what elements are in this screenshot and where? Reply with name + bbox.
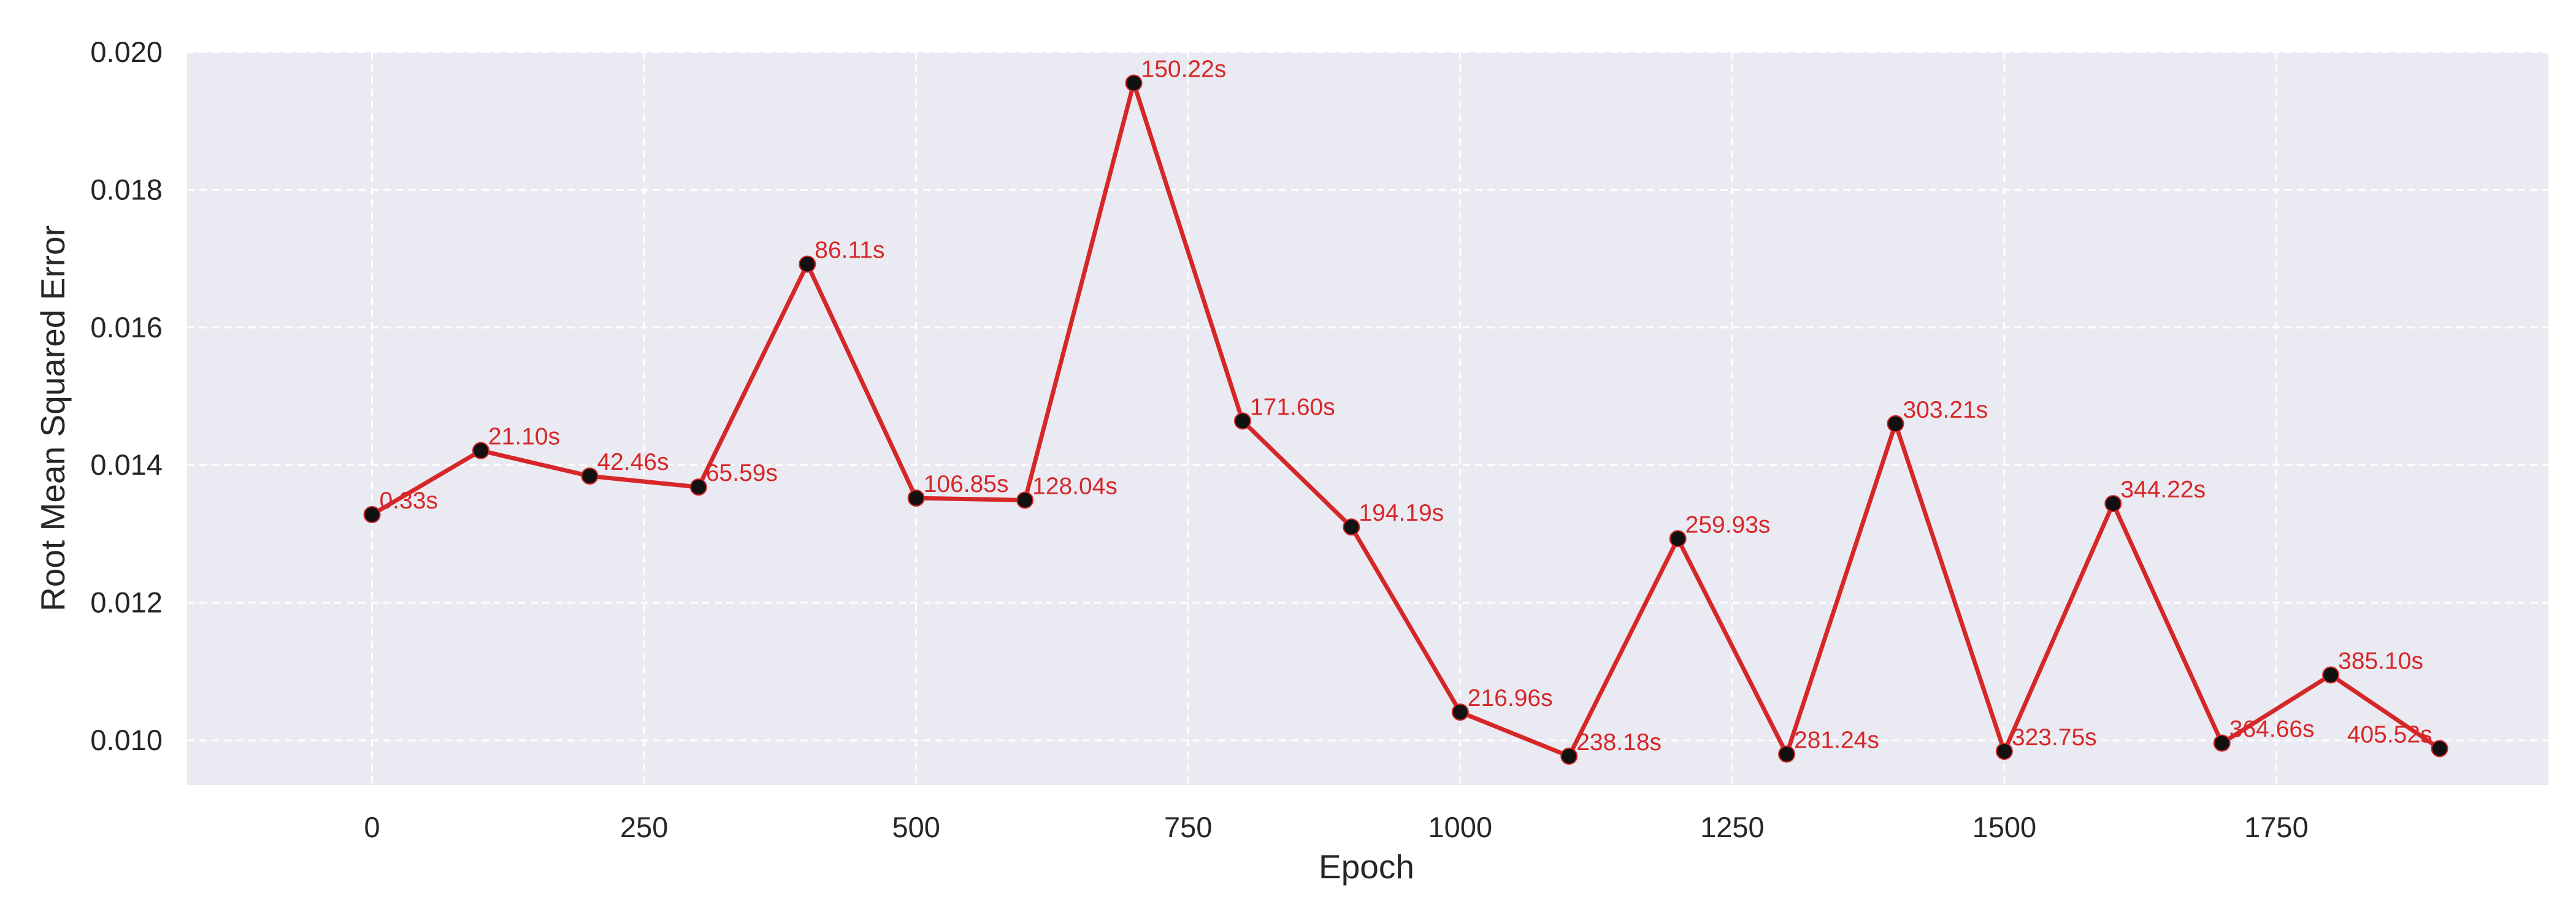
data-labels: 0.33s 21.10s 42.46s 65.59s 86.11s 106.85s 128.… (380, 56, 2432, 755)
data-point (1451, 703, 1469, 721)
x-axis-title: Epoch (1319, 848, 1414, 886)
data-point-label: 42.46s (597, 449, 669, 475)
x-tick-label: 1000 (1428, 811, 1493, 843)
data-point (1669, 530, 1687, 548)
data-point (363, 506, 381, 524)
series-line (370, 81, 2441, 759)
data-point-label: 106.85s (924, 471, 1009, 497)
data-point (799, 255, 816, 273)
data-point (1233, 412, 1251, 430)
y-axis-title: Root Mean Squared Error (34, 225, 72, 611)
data-point-label: 405.52s (2347, 722, 2432, 748)
y-tick-label: 0.018 (90, 173, 163, 205)
data-point (1995, 743, 2013, 761)
y-tick-label: 0.020 (90, 36, 163, 68)
x-tick-label: 0 (364, 811, 380, 843)
x-tick-label: 250 (620, 811, 668, 843)
data-point (1125, 74, 1143, 92)
plot-background (187, 52, 2548, 785)
data-point (2431, 740, 2448, 757)
data-point-label: 128.04s (1032, 473, 1117, 499)
data-point-label: 323.75s (2012, 724, 2097, 751)
data-point (2213, 734, 2231, 752)
data-point (581, 467, 599, 485)
data-point-label: 281.24s (1794, 727, 1879, 754)
data-point-label: 171.60s (1250, 394, 1335, 420)
data-point-label: 21.10s (488, 424, 560, 450)
data-point-label: 303.21s (1903, 397, 1988, 423)
data-point (2322, 666, 2340, 684)
data-point-label: 259.93s (1685, 512, 1771, 538)
y-tick-label: 0.014 (90, 448, 163, 481)
x-tick-label: 500 (892, 811, 940, 843)
data-point-label: 385.10s (2338, 648, 2423, 674)
data-point (1887, 415, 1904, 432)
data-point (472, 442, 490, 459)
data-point (1778, 745, 1796, 763)
data-point-label: 344.22s (2120, 477, 2206, 503)
y-tick-label: 0.012 (90, 586, 163, 619)
data-point-label: 216.96s (1468, 685, 1553, 711)
data-point (1016, 491, 1034, 509)
x-tick-label: 750 (1164, 811, 1212, 843)
data-point (907, 489, 925, 507)
data-point (1560, 747, 1578, 765)
data-point (689, 478, 707, 496)
data-point-label: 238.18s (1576, 729, 1662, 756)
data-point-label: 86.11s (815, 237, 884, 264)
data-point-label: 194.19s (1359, 500, 1444, 526)
x-tick-label: 1500 (1972, 811, 2037, 843)
data-point-label: 150.22s (1141, 56, 1227, 82)
y-tick-label: 0.016 (90, 311, 163, 343)
x-axis-ticks: 0 250 500 750 1000 1250 1500 1750 (364, 811, 2309, 843)
y-axis-ticks: 0.010 0.012 0.014 0.016 0.018 0.020 (90, 36, 163, 756)
data-point-label: 65.59s (706, 460, 778, 486)
data-point-label: 364.66s (2229, 716, 2315, 743)
series-layer (363, 74, 2448, 765)
x-tick-label: 1750 (2244, 811, 2309, 843)
data-point-label: 0.33s (380, 488, 438, 514)
data-point (1343, 518, 1360, 536)
grid-lines (187, 51, 2548, 785)
y-tick-label: 0.010 (90, 724, 163, 756)
x-tick-label: 1250 (1700, 811, 1765, 843)
data-point (2104, 495, 2122, 513)
